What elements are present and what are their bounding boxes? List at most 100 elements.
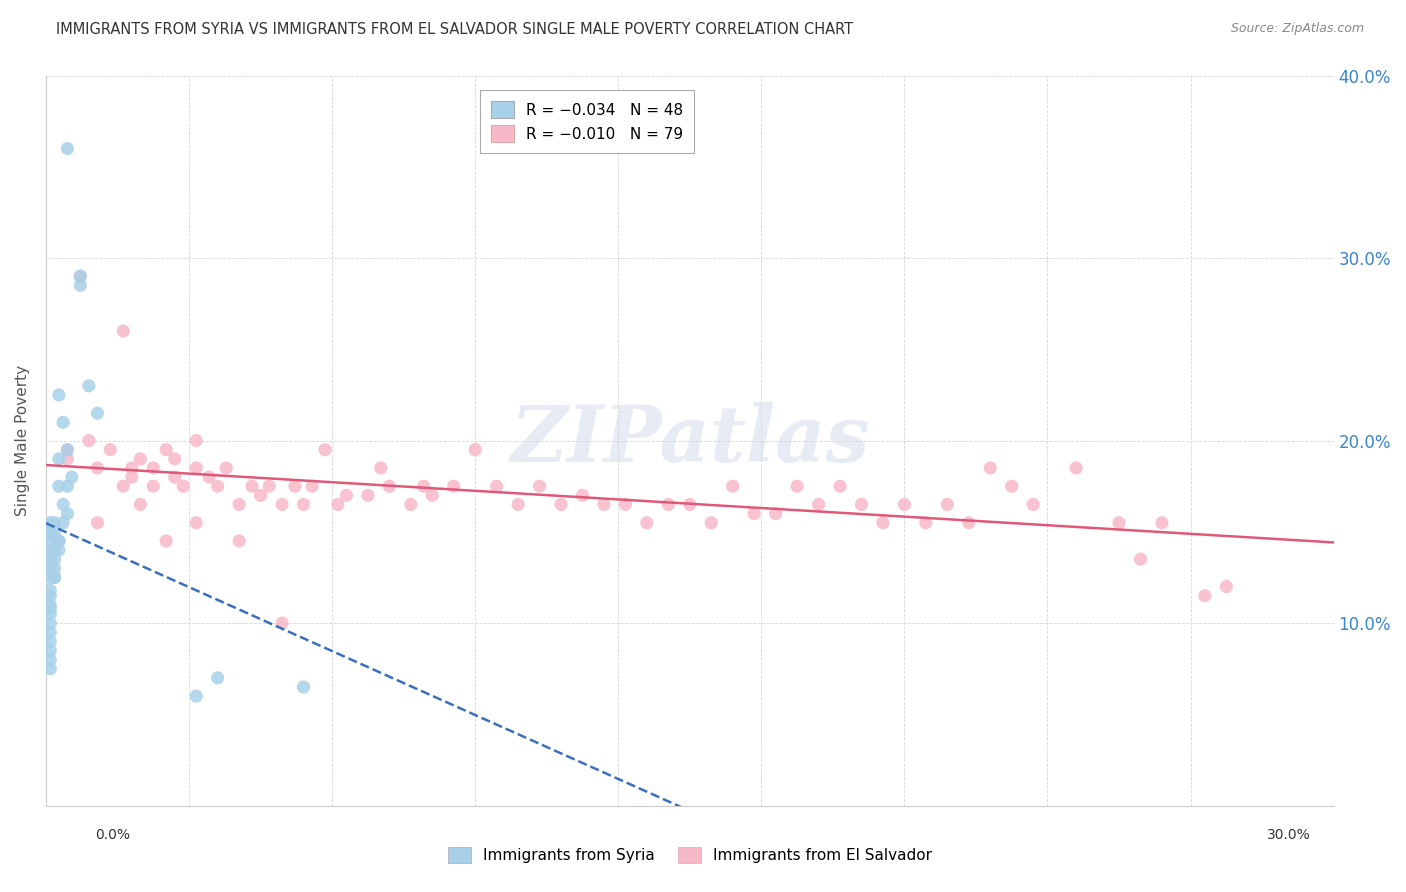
Point bbox=[186, 434, 208, 448]
Legend: R = −0.034   N = 48, R = −0.010   N = 79: R = −0.034 N = 48, R = −0.010 N = 79 bbox=[479, 90, 693, 153]
Text: 30.0%: 30.0% bbox=[1267, 828, 1310, 842]
Point bbox=[56, 142, 79, 156]
Point bbox=[39, 643, 62, 657]
Point bbox=[721, 479, 744, 493]
Point bbox=[207, 479, 229, 493]
Point bbox=[301, 479, 323, 493]
Point bbox=[77, 379, 100, 393]
Point bbox=[52, 516, 75, 530]
Point bbox=[1129, 552, 1152, 566]
Point bbox=[292, 498, 315, 512]
Point bbox=[399, 498, 422, 512]
Point bbox=[44, 516, 66, 530]
Point bbox=[39, 598, 62, 612]
Point bbox=[52, 498, 75, 512]
Point bbox=[228, 533, 250, 548]
Point bbox=[443, 479, 465, 493]
Point bbox=[172, 479, 194, 493]
Point bbox=[44, 552, 66, 566]
Point bbox=[48, 451, 70, 466]
Point bbox=[207, 671, 229, 685]
Point bbox=[370, 461, 392, 475]
Point bbox=[48, 388, 70, 402]
Point bbox=[56, 442, 79, 457]
Point bbox=[614, 498, 637, 512]
Point bbox=[155, 533, 177, 548]
Point bbox=[39, 634, 62, 648]
Point bbox=[163, 470, 186, 484]
Point bbox=[77, 434, 100, 448]
Point bbox=[69, 278, 91, 293]
Point bbox=[129, 451, 152, 466]
Point bbox=[915, 516, 938, 530]
Point bbox=[508, 498, 530, 512]
Point bbox=[657, 498, 679, 512]
Point bbox=[807, 498, 830, 512]
Point bbox=[48, 533, 70, 548]
Point bbox=[571, 488, 593, 502]
Point bbox=[112, 324, 135, 338]
Point bbox=[48, 533, 70, 548]
Point bbox=[979, 461, 1001, 475]
Point bbox=[872, 516, 894, 530]
Point bbox=[292, 680, 315, 694]
Point bbox=[679, 498, 702, 512]
Point bbox=[39, 543, 62, 558]
Point bbox=[1150, 516, 1173, 530]
Point bbox=[326, 498, 349, 512]
Point bbox=[39, 552, 62, 566]
Point bbox=[636, 516, 658, 530]
Text: Source: ZipAtlas.com: Source: ZipAtlas.com bbox=[1230, 22, 1364, 36]
Point bbox=[39, 652, 62, 666]
Point bbox=[39, 616, 62, 631]
Point bbox=[121, 461, 143, 475]
Point bbox=[39, 528, 62, 542]
Point bbox=[1001, 479, 1024, 493]
Point bbox=[893, 498, 915, 512]
Point bbox=[39, 662, 62, 676]
Point bbox=[957, 516, 980, 530]
Point bbox=[56, 442, 79, 457]
Point bbox=[39, 607, 62, 621]
Point bbox=[44, 524, 66, 539]
Point bbox=[742, 507, 765, 521]
Point bbox=[44, 543, 66, 558]
Point bbox=[186, 461, 208, 475]
Point bbox=[60, 470, 83, 484]
Point bbox=[39, 533, 62, 548]
Point bbox=[412, 479, 434, 493]
Text: 0.0%: 0.0% bbox=[96, 828, 131, 842]
Point bbox=[52, 415, 75, 429]
Point bbox=[357, 488, 380, 502]
Point bbox=[86, 516, 108, 530]
Point bbox=[86, 461, 108, 475]
Point bbox=[1022, 498, 1045, 512]
Point bbox=[765, 507, 787, 521]
Point bbox=[142, 461, 165, 475]
Point bbox=[257, 479, 280, 493]
Point bbox=[48, 543, 70, 558]
Point bbox=[48, 533, 70, 548]
Point bbox=[936, 498, 959, 512]
Point bbox=[828, 479, 851, 493]
Point bbox=[1215, 580, 1237, 594]
Point bbox=[786, 479, 808, 493]
Point bbox=[44, 561, 66, 575]
Point bbox=[39, 561, 62, 575]
Point bbox=[39, 589, 62, 603]
Text: IMMIGRANTS FROM SYRIA VS IMMIGRANTS FROM EL SALVADOR SINGLE MALE POVERTY CORRELA: IMMIGRANTS FROM SYRIA VS IMMIGRANTS FROM… bbox=[56, 22, 853, 37]
Point bbox=[271, 616, 294, 631]
Point bbox=[284, 479, 307, 493]
Point bbox=[1064, 461, 1087, 475]
Text: ZIPatlas: ZIPatlas bbox=[510, 402, 869, 479]
Y-axis label: Single Male Poverty: Single Male Poverty bbox=[15, 365, 30, 516]
Point bbox=[851, 498, 873, 512]
Point bbox=[529, 479, 551, 493]
Point bbox=[593, 498, 616, 512]
Point bbox=[56, 479, 79, 493]
Point bbox=[129, 498, 152, 512]
Point bbox=[56, 507, 79, 521]
Point bbox=[314, 442, 336, 457]
Point bbox=[39, 583, 62, 598]
Point bbox=[186, 516, 208, 530]
